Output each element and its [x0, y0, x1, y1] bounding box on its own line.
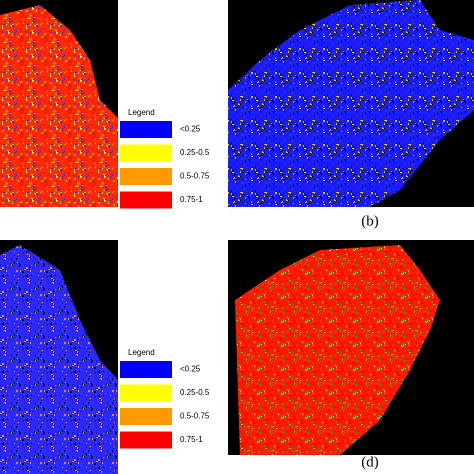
legend-swatch	[120, 191, 172, 209]
map-d	[235, 245, 440, 455]
legend-swatch	[120, 361, 172, 378]
legend-swatch	[120, 384, 172, 402]
legend-swatch	[120, 431, 172, 449]
legend-label: 0.25-0.5	[180, 148, 210, 157]
map-c	[0, 245, 118, 474]
legend-label: 0.75-1	[180, 195, 203, 204]
map-b	[228, 0, 474, 207]
legend-swatch	[120, 121, 172, 138]
legend-label: 0.25-0.5	[180, 388, 210, 397]
legend-swatch	[120, 168, 172, 185]
legend-label: <0.25	[180, 365, 201, 374]
legend-title: Legend	[128, 348, 155, 357]
legend-label: 0.75-1	[180, 435, 203, 444]
legend-label: 0.5-0.75	[180, 172, 210, 181]
legend-label: <0.25	[180, 125, 201, 134]
panel-label: (b)	[361, 213, 379, 229]
legend-swatch	[120, 144, 172, 162]
legend-label: 0.5-0.75	[180, 412, 210, 421]
legend-swatch	[120, 408, 172, 425]
panel-label: (d)	[361, 454, 379, 470]
map-a	[0, 5, 118, 207]
legend-title: Legend	[128, 108, 155, 117]
